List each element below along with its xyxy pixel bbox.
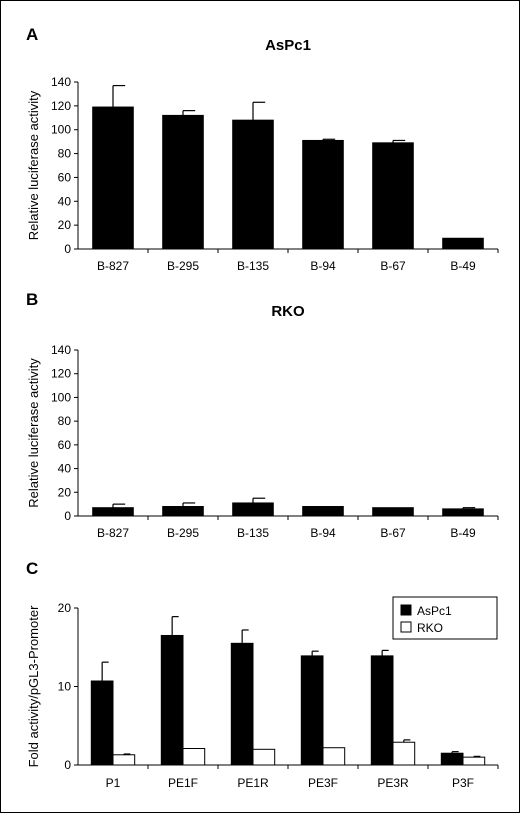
panel-label-c: C	[26, 559, 38, 578]
x-tick-label: B-135	[237, 259, 269, 273]
chart-title: RKO	[271, 303, 305, 320]
x-tick-label: B-135	[237, 526, 269, 540]
bar-value	[372, 142, 414, 250]
x-tick-label: B-295	[167, 526, 199, 540]
panel-label-b: B	[26, 290, 38, 309]
bar-value	[232, 119, 274, 250]
x-tick-label: B-827	[97, 526, 129, 540]
chart-title: AsPc1	[265, 37, 311, 54]
chart-panel-b: B RKO 0 20 40 60 80 100 120 140 Relative luciferas…	[26, 290, 499, 540]
x-tick-label: B-67	[380, 259, 406, 273]
y-tick-label: 80	[58, 147, 72, 161]
x-tick-label: P1	[106, 776, 121, 790]
legend-swatch-aspc1	[400, 604, 412, 616]
bar-aspc1	[90, 680, 114, 766]
x-tick-label: PE1F	[168, 776, 198, 790]
x-tick-label: B-94	[310, 259, 336, 273]
y-tick-label: 140	[51, 343, 71, 357]
bar-rko	[112, 754, 136, 766]
x-tick-label: B-827	[97, 259, 129, 273]
y-tick-label: 0	[64, 758, 71, 772]
x-tick-label: PE3F	[308, 776, 338, 790]
bar-value	[302, 506, 344, 517]
x-tick-label: B-67	[380, 526, 406, 540]
y-tick-label: 20	[58, 218, 72, 232]
x-tick-label: P3F	[452, 776, 474, 790]
bar-aspc1	[230, 642, 254, 766]
bar-aspc1	[300, 655, 324, 766]
bar-aspc1	[370, 655, 394, 766]
x-tick-label: B-94	[310, 526, 336, 540]
y-tick-label: 140	[51, 75, 71, 89]
chart-panel-a: A AsPc1 0 20 40 60 80 100 120 140 Relative lucifer…	[26, 25, 499, 273]
x-tick-label: PE1R	[237, 776, 269, 790]
bar-value	[302, 139, 344, 250]
legend-label-rko: RKO	[417, 621, 443, 635]
bar-rko	[322, 747, 346, 766]
bar-value	[442, 237, 484, 250]
y-tick-label: 0	[64, 242, 71, 256]
y-tick-label: 100	[51, 390, 71, 404]
legend-swatch-rko	[400, 621, 412, 633]
x-tick-label: B-295	[167, 259, 199, 273]
bar-value	[92, 106, 134, 250]
bar-rko	[182, 748, 206, 766]
y-tick-label: 100	[51, 123, 71, 137]
panel-label-a: A	[26, 25, 38, 44]
legend-label-aspc1: AsPc1	[417, 604, 452, 618]
y-tick-label: 80	[58, 414, 72, 428]
bar-value	[162, 506, 204, 517]
y-tick-label: 0	[64, 509, 71, 523]
y-tick-label: 120	[51, 99, 71, 113]
bar-rko	[392, 741, 416, 766]
y-axis-label: Fold activity/pGL3-Promoter	[26, 605, 41, 768]
bar-rko	[462, 756, 486, 766]
y-tick-label: 40	[58, 462, 72, 476]
y-axis-label: Relative luciferase activity	[26, 358, 41, 508]
y-tick-label: 40	[58, 194, 72, 208]
y-tick-label: 20	[58, 485, 72, 499]
y-tick-label: 10	[58, 680, 72, 694]
bar-aspc1	[440, 752, 464, 766]
chart-legend: AsPc1 RKO	[392, 596, 498, 640]
chart-panel-c: C 0 10 20 Fold activity/pGL3-Promoter P1 PE1F P…	[26, 559, 499, 790]
bar-rko	[252, 748, 276, 766]
bar-value	[162, 114, 204, 250]
x-tick-label: B-49	[450, 526, 476, 540]
y-axis-label: Relative luciferase activity	[26, 90, 41, 240]
x-tick-label: PE3R	[377, 776, 409, 790]
bar-aspc1	[160, 634, 184, 766]
y-tick-label: 120	[51, 367, 71, 381]
y-tick-label: 20	[58, 601, 72, 615]
bar-value	[232, 502, 274, 517]
bar-value	[372, 507, 414, 517]
bar-value	[92, 507, 134, 517]
bar-value	[442, 508, 484, 517]
y-tick-label: 60	[58, 438, 72, 452]
y-tick-label: 60	[58, 170, 72, 184]
x-tick-label: B-49	[450, 259, 476, 273]
